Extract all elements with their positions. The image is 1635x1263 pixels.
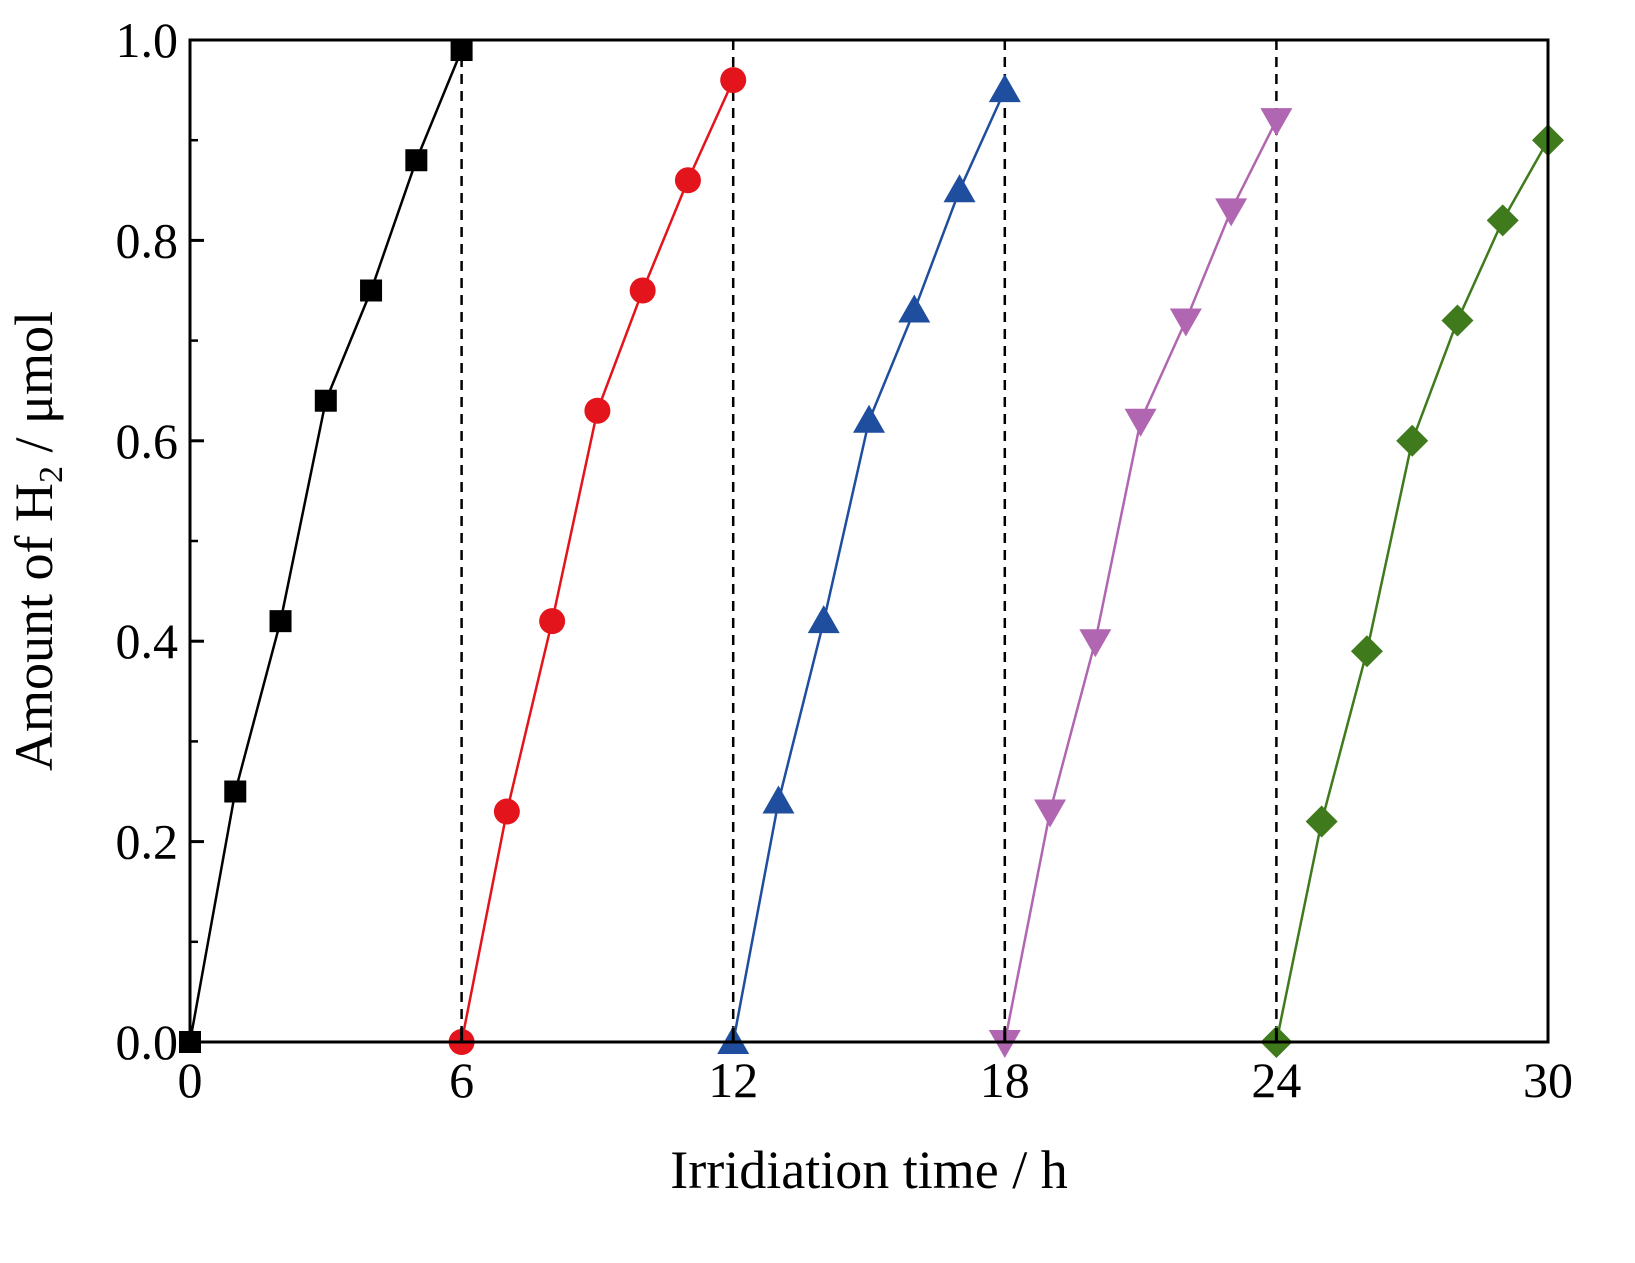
series-2 bbox=[448, 67, 747, 1055]
y-tick-label: 0.4 bbox=[116, 613, 179, 669]
data-point bbox=[1350, 635, 1383, 668]
x-tick-label: 30 bbox=[1523, 1052, 1573, 1108]
y-tick-label: 0.8 bbox=[116, 212, 179, 268]
y-tick-label: 1.0 bbox=[116, 12, 179, 68]
tick-labels: 0 6 12 18 24 30 0.0 0.2 0.4 0.6 0.8 1.0 bbox=[116, 12, 1574, 1108]
y-axis-title-prefix: Amount of H bbox=[4, 483, 64, 771]
data-point bbox=[405, 149, 428, 172]
axis-ticks bbox=[188, 38, 1550, 1044]
data-point bbox=[1079, 629, 1112, 658]
y-axis-title-subscript: 2 bbox=[33, 466, 70, 483]
data-point bbox=[898, 294, 931, 323]
data-point bbox=[1124, 408, 1157, 437]
data-point bbox=[1215, 198, 1248, 227]
x-tick-label: 18 bbox=[980, 1052, 1030, 1108]
x-tick-label: 12 bbox=[708, 1052, 758, 1108]
data-point bbox=[1305, 805, 1338, 838]
data-point bbox=[1034, 799, 1067, 828]
y-axis-title-suffix: / μmol bbox=[4, 311, 64, 466]
data-point bbox=[720, 67, 747, 94]
data-point bbox=[1441, 304, 1474, 337]
data-point bbox=[988, 74, 1021, 103]
series-layer bbox=[179, 39, 1564, 1058]
data-point bbox=[224, 780, 247, 803]
data-point bbox=[584, 397, 611, 424]
series-5 bbox=[1260, 124, 1564, 1058]
data-point bbox=[1260, 108, 1293, 137]
data-point bbox=[1486, 204, 1519, 237]
y-axis-title: Amount of H2 / μmol bbox=[4, 311, 70, 771]
data-point bbox=[988, 1030, 1021, 1058]
x-tick-label: 0 bbox=[178, 1052, 203, 1108]
y-tick-label: 0.2 bbox=[116, 814, 179, 870]
data-point bbox=[1169, 308, 1202, 337]
x-tick-label: 24 bbox=[1251, 1052, 1301, 1108]
data-point bbox=[762, 785, 795, 814]
cycle-dividers bbox=[460, 40, 1278, 1042]
data-point bbox=[539, 608, 566, 635]
data-point bbox=[450, 39, 473, 62]
series-4 bbox=[988, 108, 1293, 1058]
data-point bbox=[807, 605, 840, 634]
x-axis-title: Irridiation time / h bbox=[670, 1140, 1067, 1200]
data-point bbox=[674, 167, 701, 194]
data-point bbox=[1396, 424, 1429, 457]
data-point bbox=[314, 389, 337, 412]
series-1 bbox=[179, 39, 473, 1053]
data-point bbox=[629, 277, 656, 304]
data-point bbox=[853, 404, 885, 433]
data-point bbox=[269, 610, 292, 633]
y-tick-label: 0.0 bbox=[116, 1014, 179, 1070]
y-tick-label: 0.6 bbox=[116, 413, 179, 469]
data-point bbox=[493, 798, 520, 825]
x-tick-label: 6 bbox=[449, 1052, 474, 1108]
data-point bbox=[943, 174, 976, 203]
data-point bbox=[360, 279, 383, 302]
